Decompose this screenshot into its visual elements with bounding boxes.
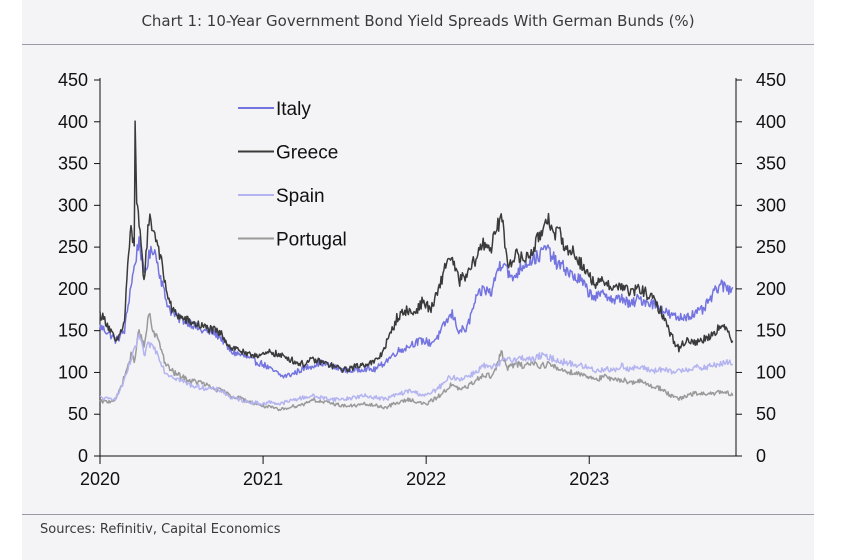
y-tick-label-right: 0 <box>756 446 766 466</box>
y-tick-label-left: 50 <box>68 404 88 424</box>
y-tick-label-right: 150 <box>756 321 786 341</box>
y-tick-label-right: 100 <box>756 362 786 382</box>
y-tick-label-left: 300 <box>58 195 88 215</box>
title-rule <box>22 44 814 45</box>
y-tick-label-left: 400 <box>58 112 88 132</box>
source-note: Sources: Refinitiv, Capital Economics <box>40 522 281 537</box>
legend-label-greece: Greece <box>276 143 338 164</box>
axes: 0 0 50 50 100 100 150 150 200 200 250 250 300 300 350 3… <box>58 70 786 489</box>
y-tick-label-right: 350 <box>756 154 786 174</box>
chart-panel <box>22 0 814 560</box>
y-tick-label-right: 250 <box>756 237 786 257</box>
x-tick-label: 2022 <box>406 469 446 489</box>
y-tick-label-left: 150 <box>58 321 88 341</box>
y-tick-label-right: 50 <box>756 404 776 424</box>
y-tick-label-right: 300 <box>756 195 786 215</box>
y-tick-label-left: 200 <box>58 279 88 299</box>
series-line-italy <box>99 236 734 379</box>
y-tick-label-right: 200 <box>756 279 786 299</box>
legend-label-italy: Italy <box>276 99 311 120</box>
chart-title: Chart 1: 10-Year Government Bond Yield S… <box>141 12 695 30</box>
x-tick-label: 2023 <box>569 469 609 489</box>
legend-label-portugal: Portugal <box>276 230 347 251</box>
x-tick-label: 2020 <box>80 469 120 489</box>
y-tick-label-left: 250 <box>58 237 88 257</box>
x-tick-label: 2021 <box>243 469 283 489</box>
y-tick-label-left: 450 <box>58 70 88 90</box>
y-tick-label-left: 100 <box>58 362 88 382</box>
y-tick-label-right: 450 <box>756 70 786 90</box>
y-tick-label-left: 350 <box>58 154 88 174</box>
y-tick-label-right: 400 <box>756 112 786 132</box>
source-rule <box>22 514 814 515</box>
series-line-portugal <box>99 312 734 412</box>
legend-label-spain: Spain <box>276 186 325 207</box>
series-line-spain <box>99 333 734 406</box>
legend: Italy Greece Spain Portugal <box>238 99 347 251</box>
series-layer <box>99 120 734 412</box>
y-tick-label-left: 0 <box>78 446 88 466</box>
series-line-greece <box>99 120 734 373</box>
